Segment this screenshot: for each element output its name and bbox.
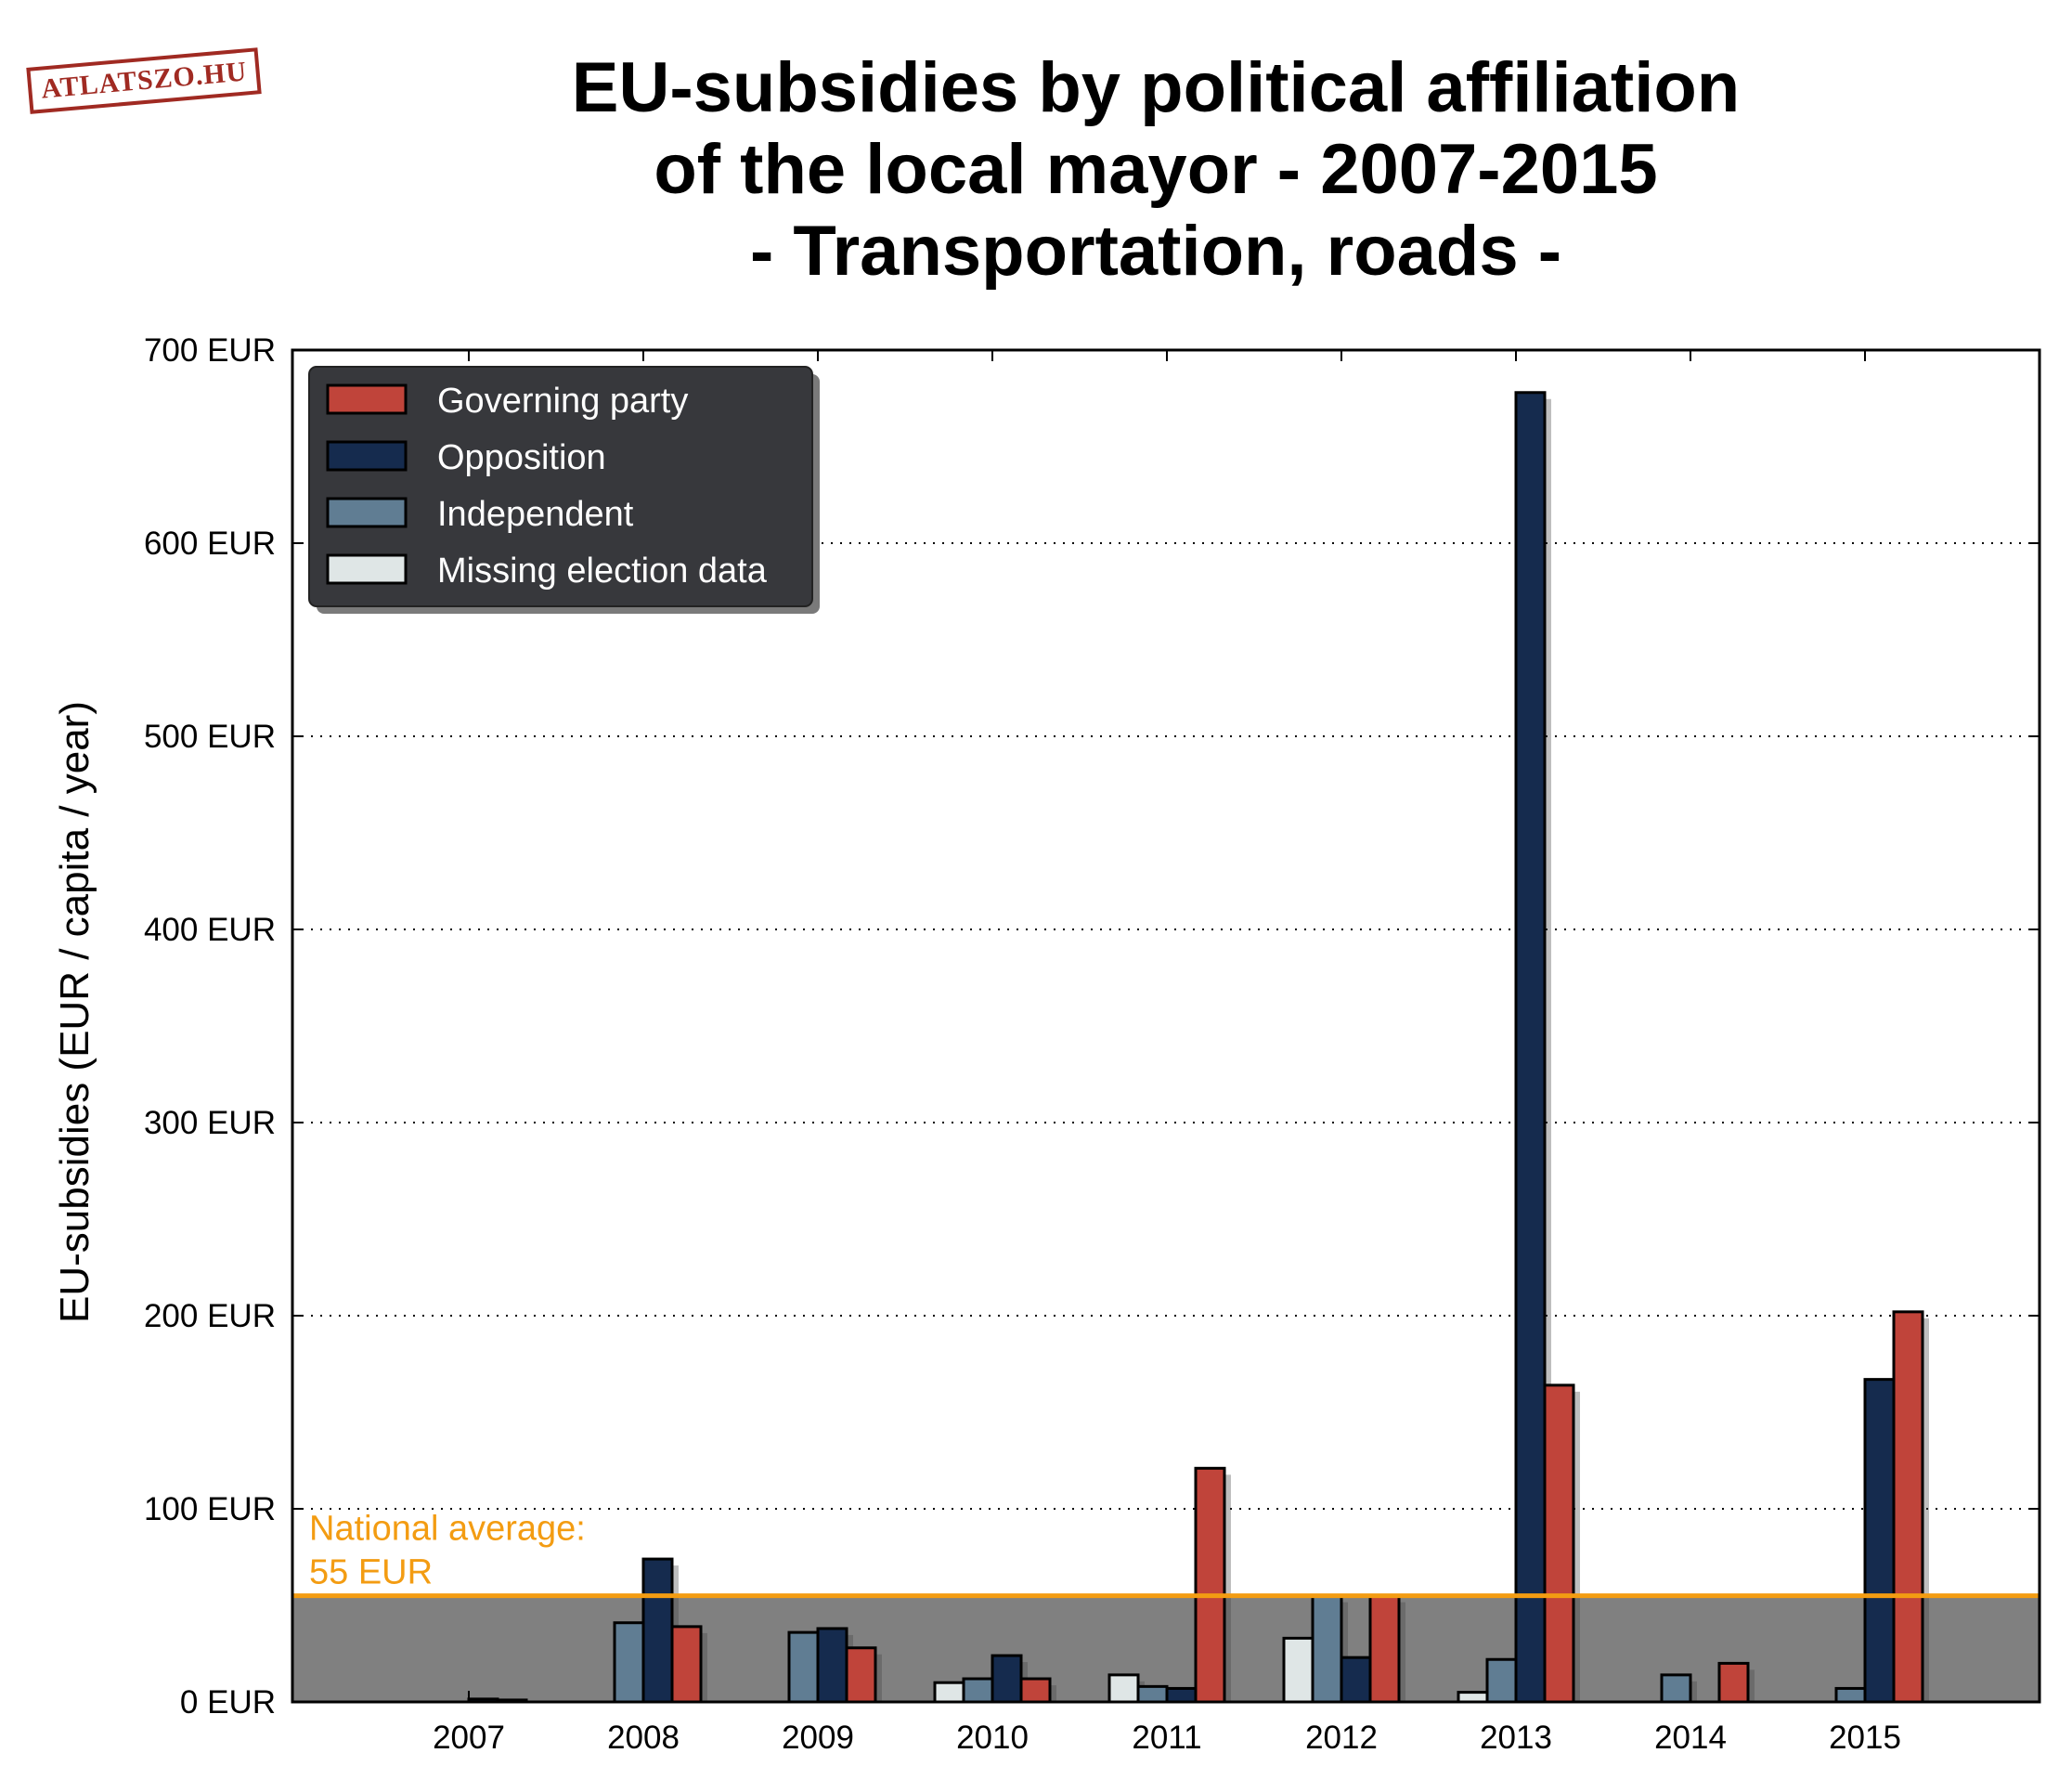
legend-swatch [326, 383, 408, 415]
bar [670, 1625, 703, 1704]
x-tick-label: 2008 [607, 1720, 680, 1756]
bar [1311, 1594, 1343, 1704]
y-tick-label: 200 EUR [144, 1298, 276, 1334]
y-tick-label: 100 EUR [144, 1491, 276, 1527]
bar [1514, 391, 1547, 1704]
title-line-1: EU-subsidies by political affiliation [572, 48, 1740, 127]
x-tick-label: 2015 [1829, 1720, 1901, 1756]
x-tick-label: 2014 [1654, 1720, 1727, 1756]
bar [1340, 1656, 1372, 1704]
y-tick-label: 700 EUR [144, 332, 276, 369]
bar [1194, 1466, 1226, 1704]
y-tick-label: 500 EUR [144, 719, 276, 755]
x-tick-label: 2010 [956, 1720, 1029, 1756]
national-average-label: 55 EUR [309, 1553, 433, 1592]
bar [991, 1654, 1023, 1704]
bar [641, 1557, 674, 1704]
title-line-2: of the local mayor - 2007-2015 [654, 130, 1657, 209]
bar [1282, 1636, 1314, 1704]
x-tick-label: 2007 [433, 1720, 505, 1756]
bar [1457, 1691, 1489, 1704]
legend-entry: Opposition [437, 438, 606, 477]
bar [1136, 1684, 1169, 1704]
bar [1165, 1686, 1198, 1704]
bar [1863, 1378, 1896, 1704]
bar [1660, 1673, 1692, 1704]
bar [1543, 1383, 1575, 1704]
bar [845, 1646, 877, 1704]
bar [933, 1681, 965, 1704]
bar [1368, 1594, 1401, 1704]
bar [1717, 1661, 1750, 1704]
national-average-label: National average: [309, 1510, 586, 1549]
bar [816, 1627, 848, 1704]
y-tick-label: 600 EUR [144, 526, 276, 562]
legend-swatch [326, 497, 408, 528]
legend-entry: Missing election data [437, 552, 768, 591]
legend-swatch [326, 440, 408, 472]
bar [1892, 1310, 1924, 1704]
y-tick-label: 300 EUR [144, 1105, 276, 1141]
legend-entry: Independent [437, 495, 634, 534]
x-tick-label: 2009 [782, 1720, 854, 1756]
plot-area: 0 EUR 100 EUR 200 EUR 300 EUR 400 EUR 500 EUR… [144, 332, 2041, 1756]
bar [962, 1677, 994, 1704]
y-tick-label: 0 EUR [180, 1684, 276, 1721]
title-line-3: - Transportation, roads - [750, 212, 1561, 291]
x-tick-label: 2011 [1132, 1720, 1201, 1756]
legend-box [308, 366, 813, 607]
bar [787, 1630, 820, 1704]
bar [1019, 1677, 1052, 1704]
y-tick-label: 400 EUR [144, 912, 276, 948]
plot-frame [291, 348, 2041, 1704]
legend-swatch [326, 553, 408, 585]
bar [1834, 1686, 1867, 1704]
chart-title: EU-subsidies by political affiliation of… [572, 48, 1740, 291]
x-tick-label: 2013 [1480, 1720, 1552, 1756]
bar [1107, 1673, 1140, 1704]
bar [613, 1621, 645, 1704]
y-axis-label: EU-subsidies (EUR / capita / year) [52, 701, 97, 1323]
legend-entry: Governing party [437, 382, 688, 421]
bar [1485, 1657, 1518, 1704]
x-tick-label: 2012 [1305, 1720, 1378, 1756]
